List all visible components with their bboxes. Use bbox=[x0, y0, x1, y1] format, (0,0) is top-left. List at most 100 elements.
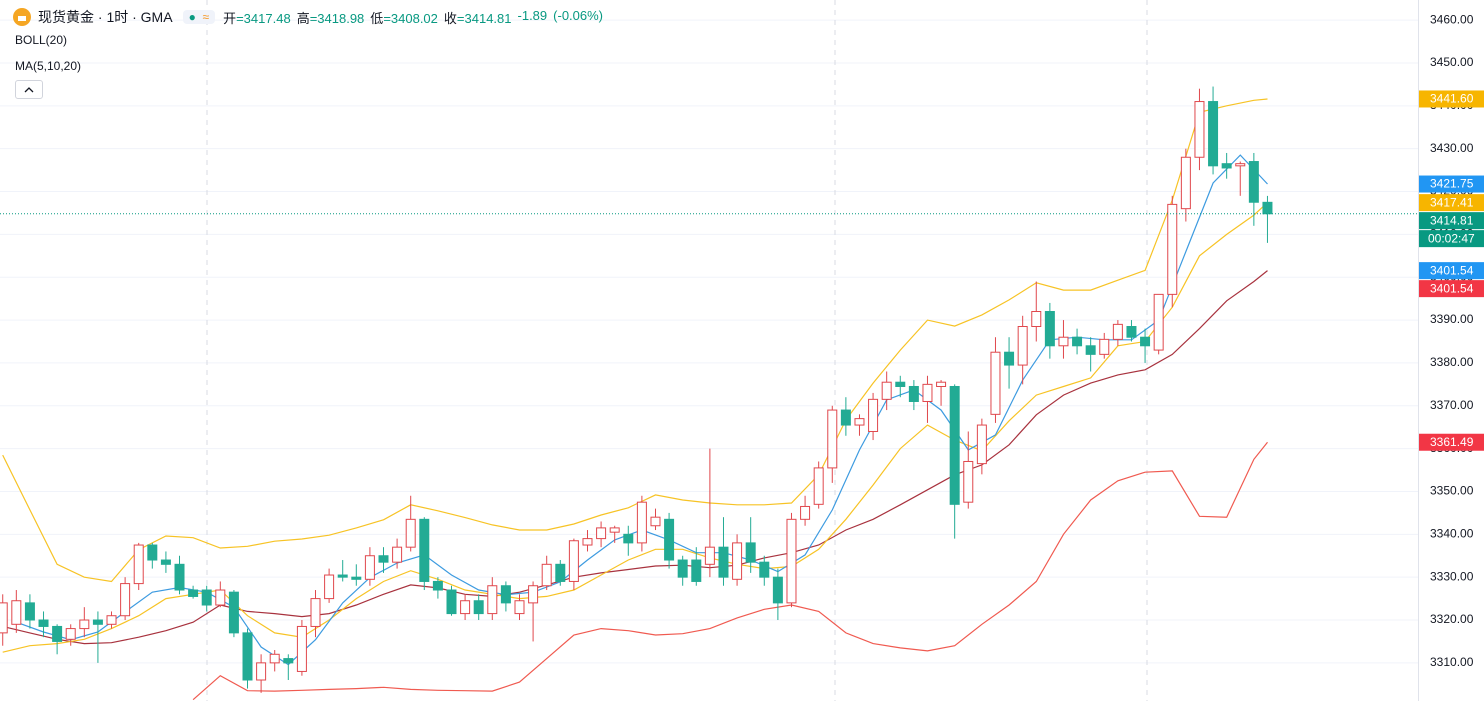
collapse-button[interactable] bbox=[15, 80, 43, 99]
candle-body bbox=[1126, 326, 1137, 338]
candle-body bbox=[392, 546, 403, 563]
y-tick-label: 3370.00 bbox=[1430, 398, 1474, 412]
price-tag bbox=[1419, 433, 1484, 451]
price-tag-label: 3421.75 bbox=[1430, 177, 1474, 191]
price-tag bbox=[1419, 212, 1484, 230]
candle-body bbox=[473, 600, 484, 615]
y-tick-label: 3310.00 bbox=[1430, 655, 1474, 669]
candle-body bbox=[1262, 201, 1273, 215]
countdown-label: 00:02:47 bbox=[1428, 231, 1475, 245]
candle-body bbox=[718, 546, 729, 578]
candle-body bbox=[541, 563, 552, 587]
candle-body bbox=[310, 598, 321, 627]
candle-body bbox=[963, 460, 974, 503]
candle-body bbox=[500, 585, 511, 604]
candle-body bbox=[269, 653, 280, 664]
candle-body bbox=[160, 559, 171, 565]
candle-body bbox=[1085, 345, 1096, 355]
candle-body bbox=[786, 518, 797, 604]
quote-value: =3417.48 bbox=[236, 10, 291, 26]
indicator-line bbox=[2, 202, 1268, 653]
legend-header: 现货黄金 · 1时 · GMA ● ≈ 开=3417.48 高=3418.98 低=… bbox=[12, 7, 609, 27]
y-tick-label: 3460.00 bbox=[1430, 12, 1474, 26]
grid bbox=[0, 19, 1418, 664]
candle-body bbox=[1072, 336, 1083, 347]
price-tag-label: 3414.81 bbox=[1430, 213, 1474, 227]
y-tick-label: 3350.00 bbox=[1430, 484, 1474, 498]
candle-body bbox=[405, 518, 416, 548]
candle-body bbox=[378, 555, 389, 563]
y-tick-label: 3380.00 bbox=[1430, 355, 1474, 369]
quote-item: 收=3414.81 bbox=[444, 8, 512, 27]
candle-body bbox=[800, 505, 811, 520]
candle-body bbox=[609, 527, 620, 533]
candle-body bbox=[759, 561, 770, 578]
candle-body bbox=[555, 563, 566, 582]
candle-body bbox=[446, 589, 457, 615]
candle-body bbox=[1140, 336, 1151, 347]
indicator-label: MA(5,10,20) bbox=[15, 59, 82, 73]
candle-body bbox=[324, 574, 335, 600]
candle-body bbox=[908, 385, 919, 402]
candle-body bbox=[337, 574, 348, 578]
candle-body bbox=[188, 589, 199, 597]
price-tag-label: 3441.60 bbox=[1430, 92, 1474, 106]
quote-item: 高=3418.98 bbox=[297, 8, 365, 27]
candle-body bbox=[351, 576, 362, 580]
candle-body bbox=[364, 555, 375, 580]
indicator-line bbox=[192, 441, 1268, 701]
quote-label: 开 bbox=[223, 10, 237, 26]
candle-body bbox=[691, 559, 702, 582]
price-change: -1.89 bbox=[517, 7, 548, 23]
price-tag-label: 3401.54 bbox=[1430, 281, 1474, 295]
y-tick-label: 3320.00 bbox=[1430, 612, 1474, 626]
candle-body bbox=[106, 615, 117, 625]
price-change-pct: (-0.06%) bbox=[553, 7, 604, 23]
price-tag bbox=[1419, 194, 1484, 212]
candle-body bbox=[147, 544, 158, 561]
candle-body bbox=[24, 602, 35, 621]
candle-body bbox=[1235, 163, 1246, 167]
candle-body bbox=[813, 467, 824, 505]
y-tick-label: 3330.00 bbox=[1430, 569, 1474, 583]
candle-body bbox=[228, 591, 239, 634]
candle-body bbox=[732, 542, 743, 580]
quote-value: =3408.02 bbox=[383, 10, 438, 26]
candle-body bbox=[38, 619, 49, 627]
candle-body bbox=[568, 540, 579, 582]
candle-body bbox=[1180, 156, 1191, 210]
candle-body bbox=[704, 546, 715, 565]
candle-body bbox=[990, 351, 1001, 415]
candle-body bbox=[52, 625, 63, 642]
quote-value: =3414.81 bbox=[456, 10, 512, 26]
candle-body bbox=[1044, 311, 1055, 347]
candle-body bbox=[854, 418, 865, 426]
price-tag-label: 3417.41 bbox=[1430, 195, 1474, 209]
y-tick-label: 3450.00 bbox=[1430, 55, 1474, 69]
candle-body bbox=[623, 533, 634, 544]
candle-body bbox=[745, 542, 756, 563]
candle-body bbox=[976, 424, 987, 465]
candle-body bbox=[174, 563, 185, 591]
y-tick-label: 3340.00 bbox=[1430, 526, 1474, 540]
candle-body bbox=[79, 619, 90, 630]
quote-item: 低=3408.02 bbox=[370, 8, 438, 27]
candle-body bbox=[1221, 163, 1232, 169]
candle-body bbox=[664, 518, 675, 561]
candle-body bbox=[1208, 101, 1219, 167]
candle-body bbox=[922, 383, 933, 402]
candle-body bbox=[514, 600, 525, 615]
candle-body bbox=[242, 632, 253, 681]
quote-label: 收 bbox=[443, 10, 457, 26]
quote-item: 开=3417.48 bbox=[223, 8, 291, 27]
candle-body bbox=[636, 501, 647, 544]
candle-body bbox=[256, 662, 267, 681]
candle-body bbox=[1194, 101, 1205, 158]
candle-body bbox=[283, 658, 294, 664]
candle-body bbox=[772, 576, 783, 604]
candle-body bbox=[528, 585, 539, 604]
price-tag bbox=[1419, 280, 1484, 298]
price-tag bbox=[1419, 90, 1484, 108]
chevron-icon bbox=[24, 87, 34, 93]
price-tag bbox=[1419, 175, 1484, 193]
